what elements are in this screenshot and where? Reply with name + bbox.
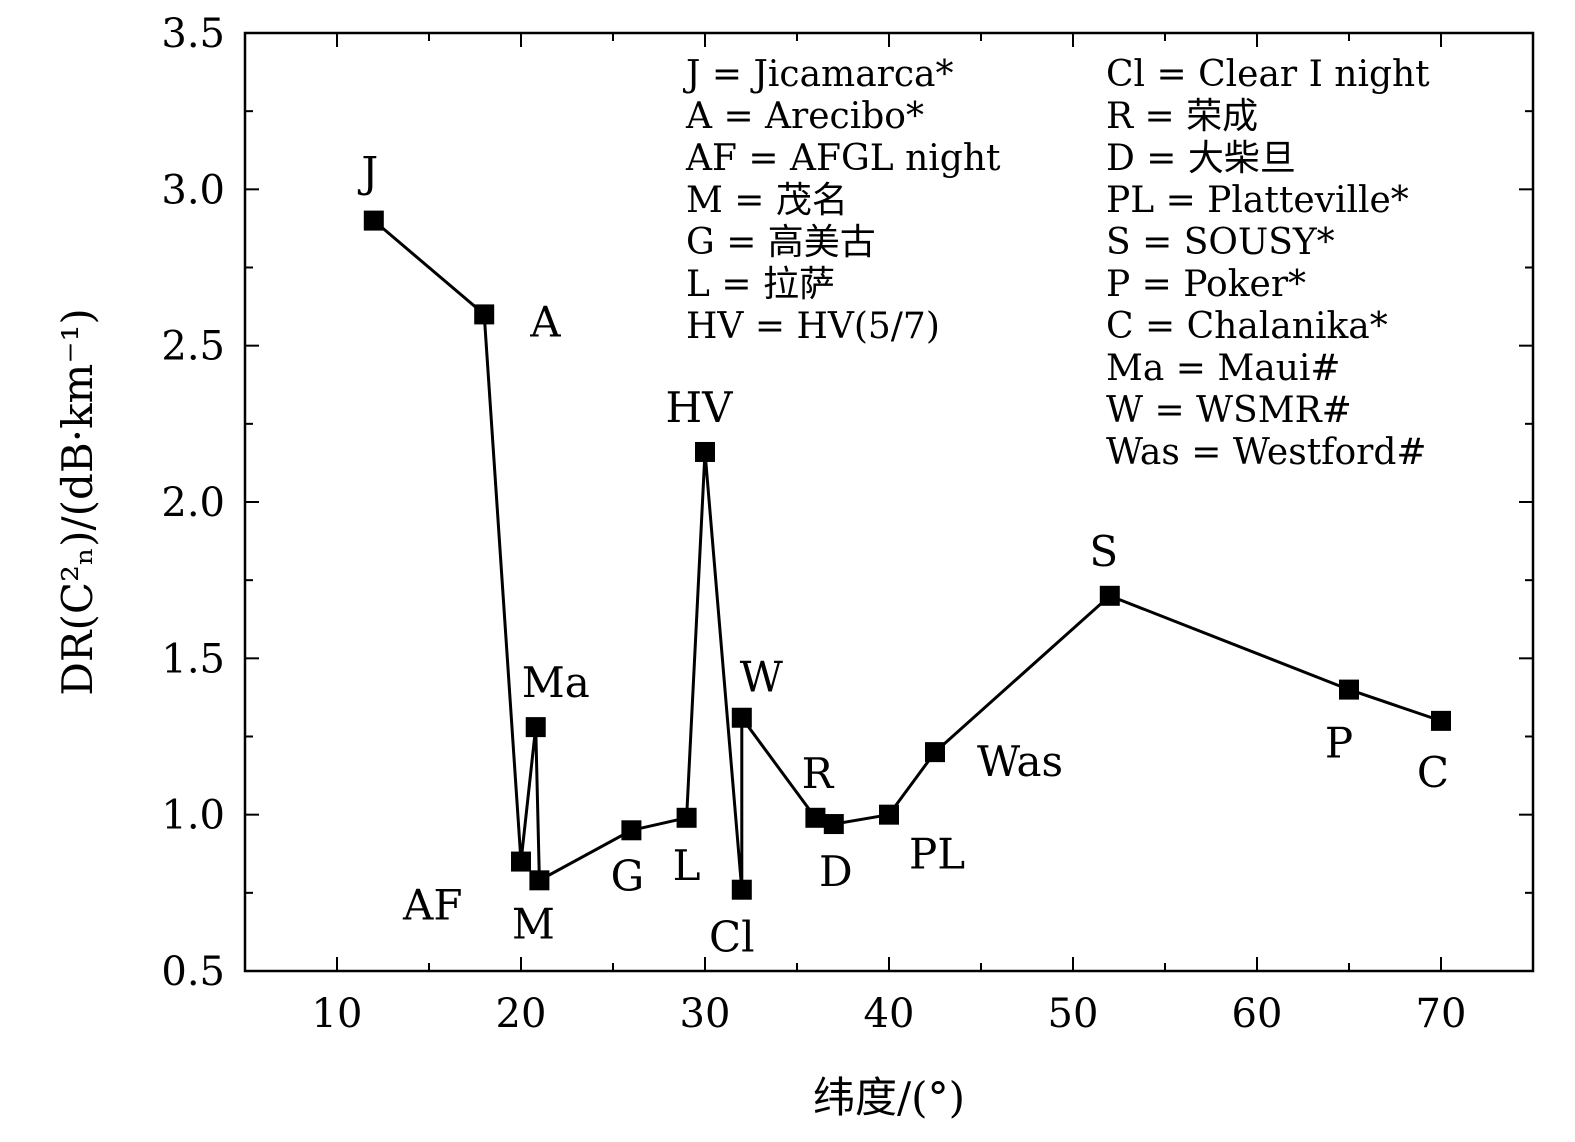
- legend: J = Jicamarca*A = Arecibo*AF = AFGL nigh…: [682, 54, 1430, 473]
- data-point-s: [1099, 585, 1120, 606]
- y-tick-label: 1.0: [161, 793, 225, 839]
- data-point-af: [511, 851, 531, 872]
- legend-entry: P = Poker*: [1106, 264, 1306, 305]
- legend-entry: AF = AFGL night: [685, 138, 1001, 179]
- point-label-g: G: [611, 851, 645, 900]
- y-tick-label: 2.0: [161, 480, 225, 526]
- x-tick-label: 60: [1232, 991, 1283, 1037]
- legend-entry: Ma = Maui#: [1106, 348, 1341, 389]
- point-label-p: P: [1325, 719, 1353, 768]
- y-tick-label: 0.5: [161, 949, 225, 995]
- y-tick-label: 3.5: [161, 11, 225, 57]
- data-point-p: [1339, 679, 1359, 700]
- data-point-ma: [525, 717, 546, 738]
- point-label-c: C: [1417, 748, 1449, 797]
- legend-entry: M = 茂名: [686, 180, 848, 221]
- data-point-a: [474, 304, 495, 325]
- data-point-was: [925, 742, 945, 763]
- point-label-a: A: [529, 297, 561, 346]
- point-label-hv: HV: [666, 383, 734, 432]
- x-axis-title: 纬度/(°): [813, 1073, 965, 1122]
- data-markers: [363, 210, 1451, 900]
- legend-entry: G = 高美古: [686, 222, 876, 263]
- point-label-j: J: [357, 148, 378, 197]
- x-tick-label: 50: [1048, 991, 1099, 1037]
- axis-tick-labels: 10 20 30 40 50 60 70 0.5 1.0 1.5 2.0 2.5 3.0 3.5: [161, 11, 1466, 1037]
- data-point-c: [1431, 710, 1451, 731]
- y-tick-label: 2.5: [161, 324, 225, 370]
- x-tick-label: 10: [312, 991, 363, 1037]
- legend-entry: PL = Platteville*: [1106, 180, 1409, 221]
- legend-entry: J = Jicamarca*: [682, 54, 954, 95]
- data-point-cl: [731, 879, 752, 900]
- legend-entry: L = 拉萨: [686, 264, 835, 305]
- y-tick-label: 1.5: [161, 636, 225, 682]
- data-point-g: [621, 820, 642, 841]
- point-label-was: Was: [977, 737, 1063, 786]
- data-point-w: [731, 707, 752, 728]
- data-point-m: [529, 870, 550, 891]
- y-tick-label: 3.0: [161, 167, 225, 213]
- legend-entry: S = SOUSY*: [1106, 222, 1335, 263]
- y-axis-title: DR(C²ₙ)/(dB·km⁻¹): [53, 308, 102, 696]
- data-point-hv: [695, 441, 715, 462]
- data-point-r: [805, 807, 826, 828]
- x-tick-label: 20: [496, 991, 547, 1037]
- x-tick-label: 30: [680, 991, 731, 1037]
- point-label-w: W: [740, 653, 784, 702]
- point-label-m: M: [512, 899, 555, 948]
- data-point-l: [676, 807, 697, 828]
- legend-entry: Cl = Clear I night: [1106, 54, 1430, 95]
- axis-ticks: [244, 32, 1534, 972]
- point-label-r: R: [802, 749, 835, 798]
- legend-entry: D = 大柴旦: [1106, 138, 1296, 179]
- point-label-cl: Cl: [709, 913, 755, 962]
- point-label-ma: Ma: [522, 658, 590, 707]
- legend-entry: A = Arecibo*: [685, 96, 924, 137]
- legend-entry: W = WSMR#: [1106, 390, 1352, 431]
- point-label-af: AF: [402, 881, 462, 930]
- legend-entry: C = Chalanika*: [1106, 306, 1388, 347]
- point-label-s: S: [1089, 527, 1118, 576]
- x-tick-label: 70: [1416, 991, 1467, 1037]
- x-tick-label: 40: [864, 991, 915, 1037]
- data-point-pl: [879, 804, 899, 825]
- point-label-pl: PL: [909, 830, 965, 879]
- point-label-l: L: [673, 841, 701, 890]
- legend-entry: R = 荣成: [1106, 96, 1258, 137]
- point-label-d: D: [819, 847, 853, 896]
- legend-entry: Was = Westford#: [1106, 432, 1427, 473]
- data-point-d: [823, 814, 844, 835]
- legend-entry: HV = HV(5/7): [686, 306, 940, 347]
- data-point-j: [363, 210, 384, 231]
